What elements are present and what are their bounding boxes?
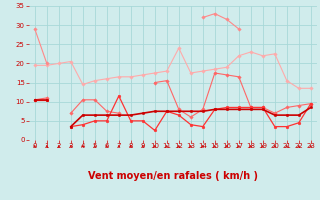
- X-axis label: Vent moyen/en rafales ( km/h ): Vent moyen/en rafales ( km/h ): [88, 171, 258, 181]
